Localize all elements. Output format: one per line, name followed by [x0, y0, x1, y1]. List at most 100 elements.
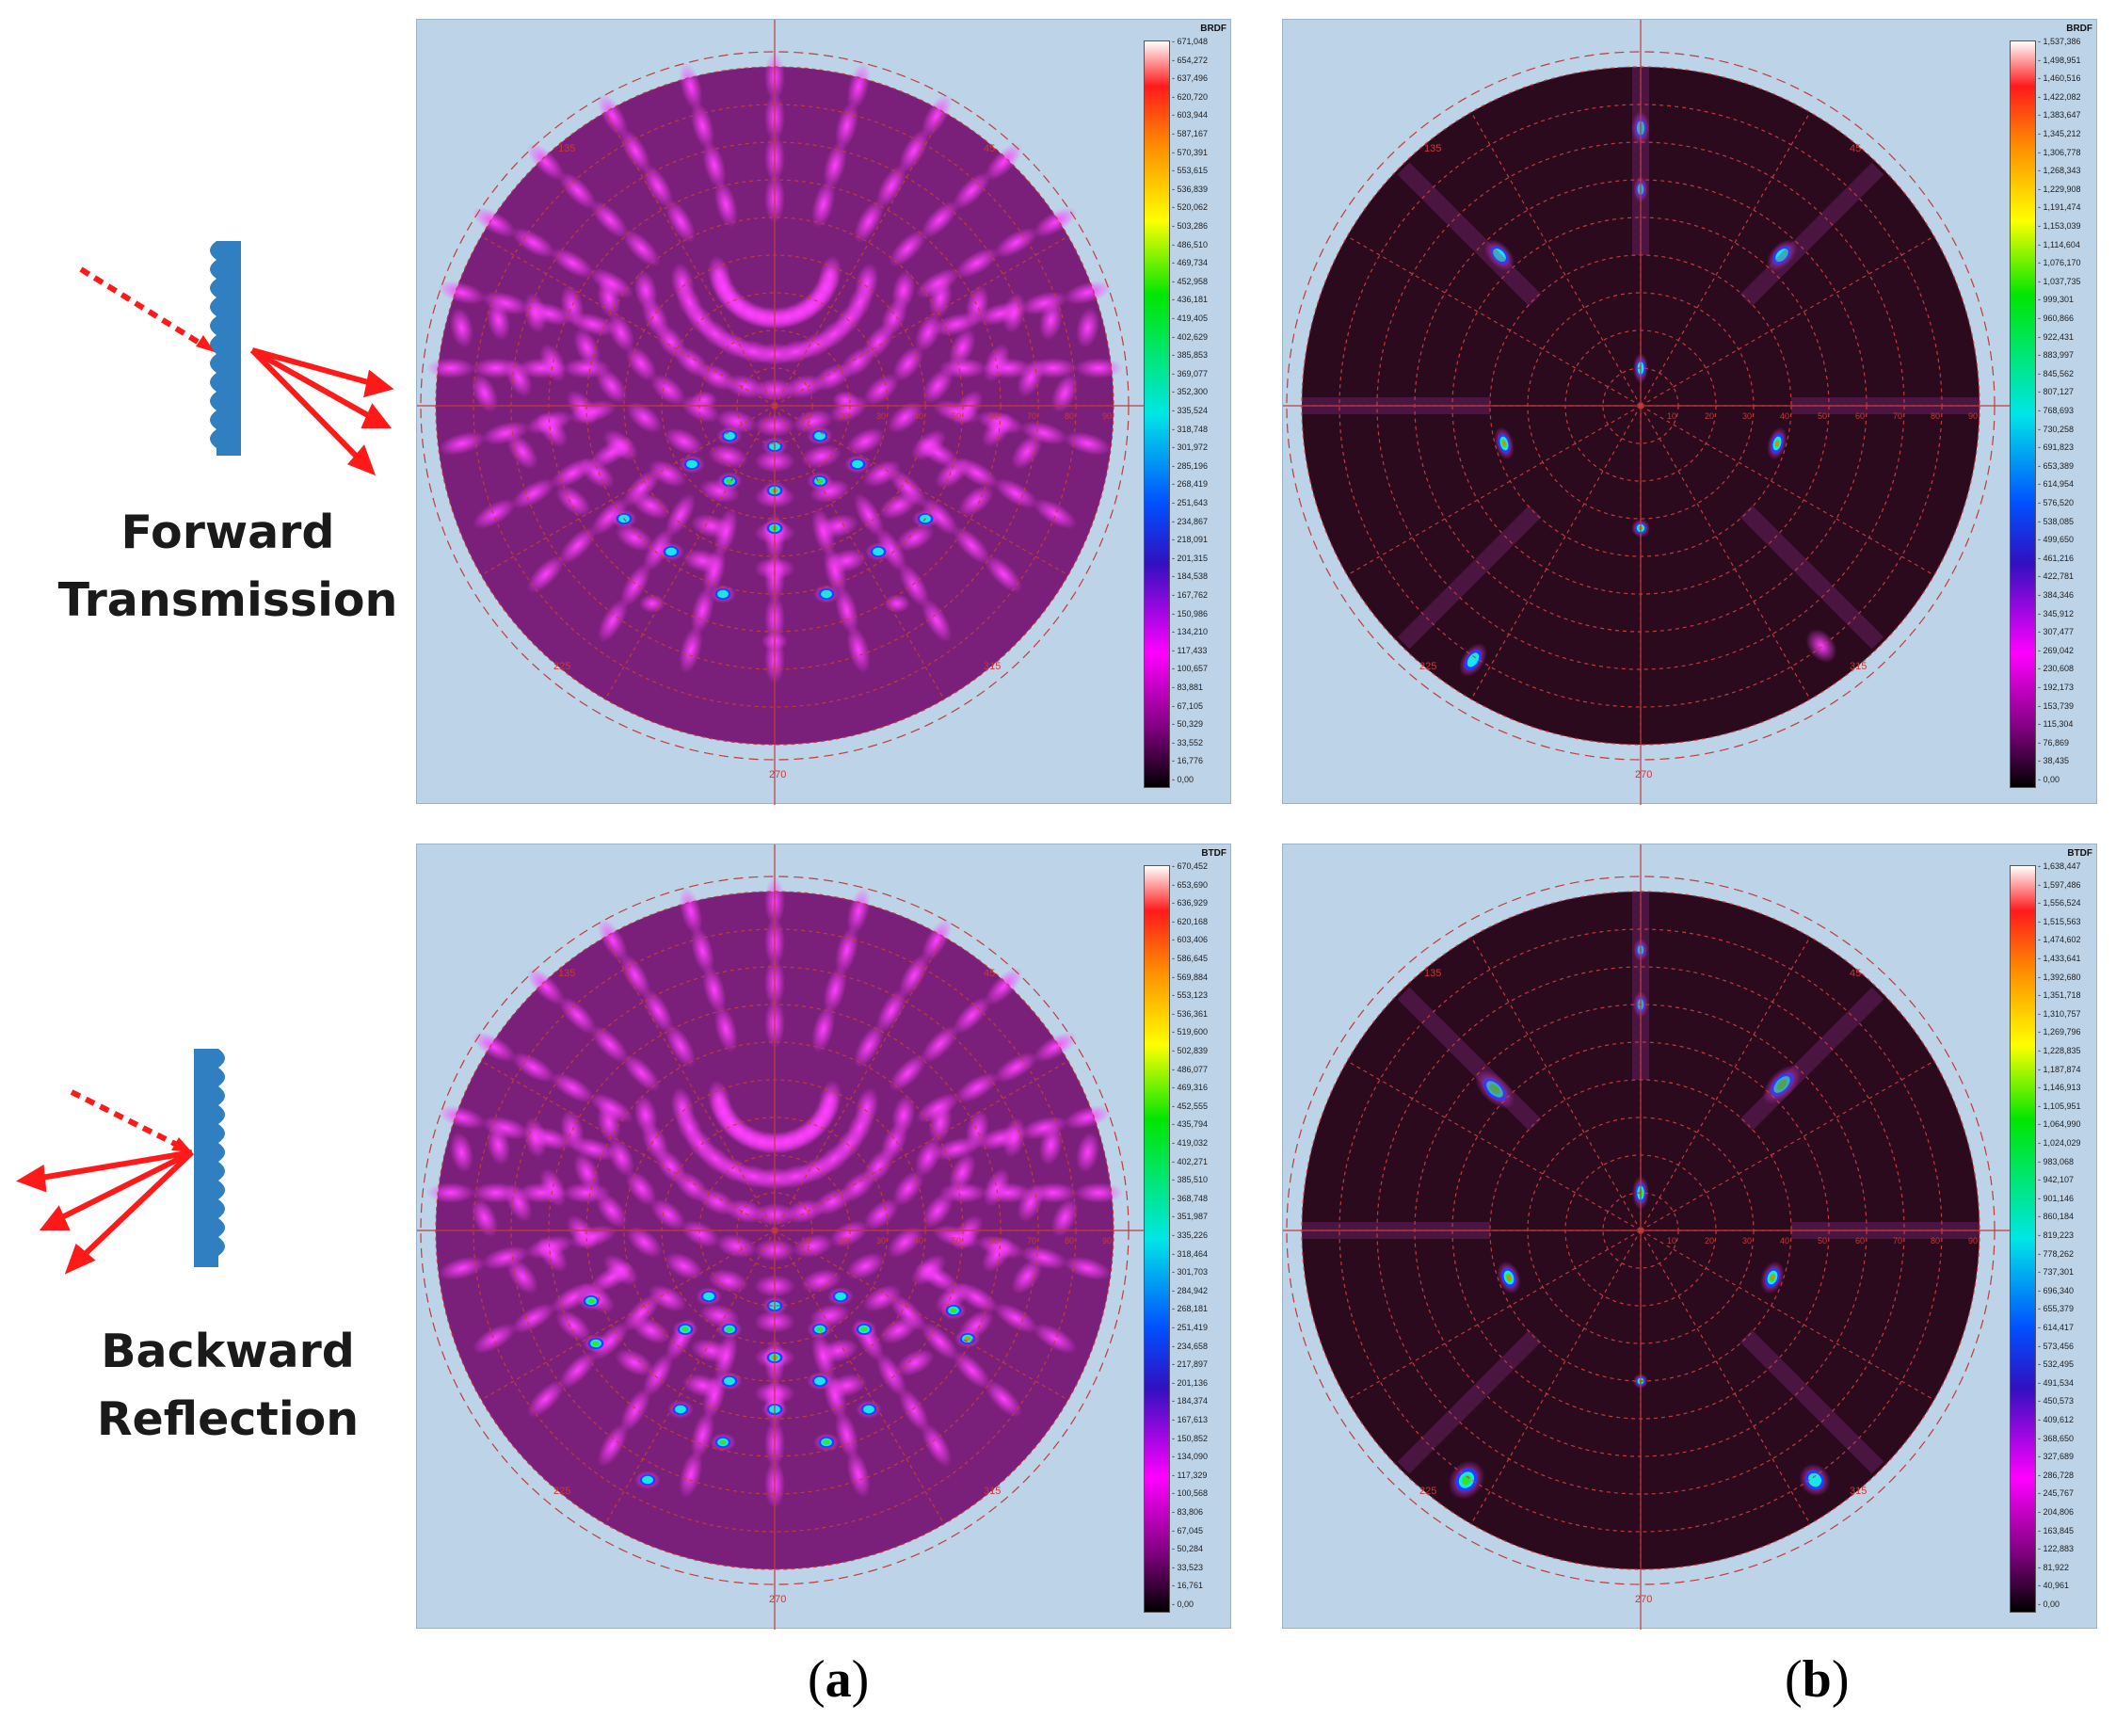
diffraction-spot: [555, 1310, 591, 1342]
caption-a-letter: a: [825, 1650, 852, 1709]
diffraction-spot: [681, 1220, 720, 1248]
colorbar-tick-label: - 50,284: [1172, 1544, 1204, 1554]
diffraction-spot: [845, 1252, 885, 1280]
colorbar-tick-label: - 230,608: [2038, 664, 2075, 674]
diffraction-spot: [526, 555, 565, 593]
colorbar-tick-label: - 16,776: [1172, 756, 1204, 766]
diffraction-spot: [707, 1080, 731, 1121]
colorbar-tick-label: - 1,310,757: [2038, 1008, 2081, 1019]
radial-label: 30: [876, 411, 886, 421]
diffraction-spot: [438, 281, 486, 305]
radial-label: 40: [914, 1236, 923, 1246]
diffraction-spot: [921, 598, 953, 643]
colorbar-tick-label: - 486,077: [1172, 1064, 1209, 1074]
bright-order-spot: [639, 594, 665, 613]
colorbar-tick-label: - 942,107: [2038, 1175, 2075, 1185]
diffraction-spot: [949, 328, 976, 367]
colorbar-ticks: - 670,452 - 653,690 - 636,929 - 620,168 - 60…: [1172, 861, 1230, 1613]
colorbar-tick-label: - 620,168: [1172, 916, 1209, 926]
bright-order-spot: [1474, 1069, 1515, 1109]
angle-label: 45: [984, 143, 995, 154]
bright-order-spot: [1799, 1463, 1831, 1497]
diffraction-spot: [889, 1294, 927, 1332]
diffraction-spot: [846, 625, 871, 674]
colorbar-tick-label: - 134,090: [1172, 1452, 1209, 1462]
colorbar-tick-label: - 385,510: [1172, 1175, 1209, 1185]
diffraction-spot: [984, 358, 1033, 378]
diffraction-spot: [558, 1351, 597, 1390]
diffraction-spot: [1029, 1182, 1078, 1203]
diffraction-spot: [481, 1246, 530, 1270]
diffraction-spot: [895, 523, 935, 552]
reflected-rays-icon: [16, 1149, 195, 1275]
diffraction-spot: [625, 346, 657, 382]
diffraction-spot: [438, 1105, 486, 1130]
angle-label: 315: [984, 1486, 1001, 1497]
colorbar-tick-label: - 636,929: [1172, 898, 1209, 908]
diffraction-spot: [596, 367, 628, 404]
diffraction-spot: [633, 269, 658, 312]
colorbar-tick-label: - 1,269,796: [2038, 1027, 2081, 1037]
colorbar-title: BRDF: [2066, 24, 2092, 34]
bright-order-spot: [807, 1320, 833, 1339]
caption-b: (b): [1785, 1650, 1850, 1709]
colorbar-tick-label: - 1,076,170: [2038, 258, 2081, 268]
colorbar-tick-label: - 1,306,778: [2038, 147, 2081, 157]
colorbar-tick-label: - 201,315: [1172, 553, 1209, 563]
radial-label: 50: [1818, 411, 1827, 421]
diffraction-spot: [985, 1379, 1023, 1418]
colorbar-tick-label: - 883,997: [2038, 350, 2075, 361]
bright-order-spot: [856, 1400, 882, 1419]
colorbar-tick-label: - 117,433: [1172, 645, 1208, 655]
bright-order-spot: [1767, 426, 1787, 460]
diffraction-spot: [914, 1137, 942, 1177]
bright-order-spot: [710, 1433, 736, 1452]
colorbar-tick-label: - 637,496: [1172, 73, 1209, 84]
diffraction-spot: [1075, 307, 1100, 348]
radial-label: 20: [839, 1236, 848, 1246]
caption-b-letter: b: [1802, 1650, 1832, 1709]
diffraction-spot: [889, 1053, 927, 1092]
radial-label: 50: [1818, 1236, 1827, 1246]
colorbar: [1144, 40, 1170, 788]
diffraction-spot: [875, 1353, 907, 1397]
panel-top-right: 135 45 225 315 270 10 20 30 40 50 60 70 80 90 BRDF - 1,…: [1282, 19, 2097, 805]
diffraction-spot: [932, 312, 981, 336]
diffraction-spot: [517, 358, 566, 378]
diffraction-spot: [1074, 1182, 1123, 1203]
diffraction-spot: [875, 989, 907, 1033]
colorbar-tick-label: - 469,316: [1172, 1083, 1209, 1093]
diffraction-spot: [921, 1423, 953, 1468]
colorbar-tick-label: - 163,845: [2038, 1525, 2075, 1535]
diffraction-spot: [1064, 431, 1112, 456]
grating-icon: [210, 241, 241, 456]
bright-order-spot: [1497, 1261, 1521, 1294]
diffraction-spot: [823, 966, 847, 1014]
colorbar-tick-label: - 499,650: [2038, 535, 2075, 545]
diffraction-spot: [713, 1332, 738, 1381]
colorbar-tick-label: - 778,262: [2038, 1248, 2075, 1259]
diffraction-spot: [679, 1450, 703, 1499]
bright-order-spot: [1762, 1064, 1802, 1105]
diffraction-spot: [625, 1170, 657, 1207]
transmitted-rays-icon: [249, 347, 394, 476]
diffraction-spot: [953, 1351, 991, 1390]
diffraction-spot: [889, 469, 927, 507]
colorbar-tick-label: - 573,456: [2038, 1341, 2075, 1351]
diffraction-spot: [887, 1226, 923, 1259]
diffraction-spot: [922, 367, 954, 404]
diffraction-spot: [472, 1323, 517, 1354]
diffraction-spot: [449, 307, 474, 348]
diffraction-spot: [1064, 1256, 1112, 1280]
diffraction-spot: [555, 485, 591, 517]
polar-plot: 135 45 225 315 270 10 20 30 40 50 60 70 80 90: [1283, 20, 2017, 805]
colorbar-tick-label: - 1,064,990: [2038, 1119, 2081, 1130]
colorbar-tick-label: - 201,136: [1172, 1377, 1209, 1388]
forward-transmission-label: Forward Transmission: [21, 499, 435, 635]
diffraction-spot: [607, 1137, 635, 1177]
colorbar-tick-label: - 1,345,212: [2038, 129, 2081, 138]
colorbar-tick-label: - 167,762: [1172, 590, 1209, 600]
diffraction-spot: [898, 954, 930, 998]
radial-label: 10: [801, 411, 810, 421]
radial-label: 40: [1780, 411, 1789, 421]
